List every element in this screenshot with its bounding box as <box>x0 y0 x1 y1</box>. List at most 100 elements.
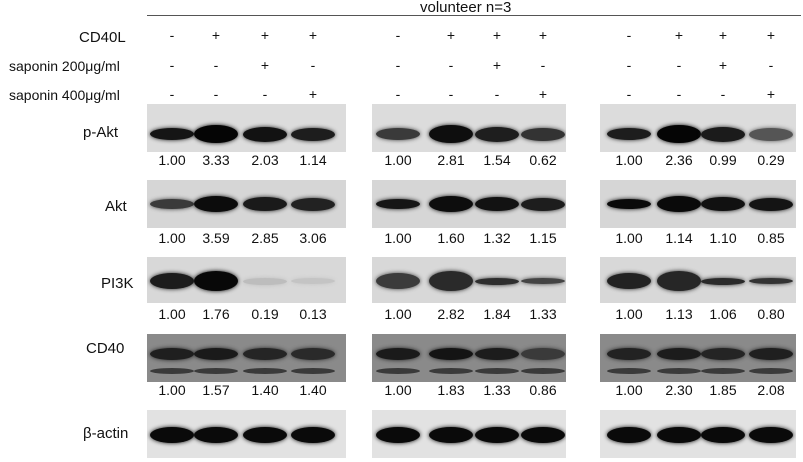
protein-band <box>701 427 745 443</box>
protein-band <box>150 427 194 443</box>
protein-band <box>376 273 420 289</box>
protein-band <box>376 348 420 360</box>
protein-band <box>291 348 335 360</box>
protein-band <box>194 368 238 374</box>
quantification-value: 2.85 <box>251 230 279 246</box>
quantification-value: 1.06 <box>709 306 737 322</box>
header-line <box>147 15 801 16</box>
quantification-value: 1.83 <box>437 382 465 398</box>
treatment-sign: - <box>676 57 682 73</box>
blot-panel <box>147 104 346 152</box>
quantification-value: 1.40 <box>251 382 279 398</box>
protein-band <box>521 278 565 284</box>
protein-band <box>243 126 287 142</box>
blot-panel <box>147 334 346 382</box>
treatment-sign: - <box>169 57 175 73</box>
protein-band <box>150 199 194 209</box>
protein-band <box>749 348 793 360</box>
protein-band <box>657 196 701 212</box>
quantification-value: 1.84 <box>483 306 511 322</box>
treatment-sign: + <box>492 27 502 43</box>
quantification-value: 1.13 <box>665 306 693 322</box>
protein-band <box>429 427 473 443</box>
protein-band <box>607 368 651 374</box>
protein-band <box>749 278 793 284</box>
protein-band <box>607 273 651 289</box>
treatment-sign: - <box>169 27 175 43</box>
treatment-sign: + <box>674 27 684 43</box>
blot-label-akt: Akt <box>105 198 127 215</box>
quantification-value: 1.14 <box>665 230 693 246</box>
treatment-sign: - <box>395 57 401 73</box>
protein-band <box>607 427 651 443</box>
blot-panel <box>372 410 566 458</box>
treatment-sign: + <box>766 86 776 102</box>
treatment-sign: - <box>395 27 401 43</box>
protein-band <box>701 368 745 374</box>
protein-band <box>376 368 420 374</box>
condition-label-cd40l: CD40L <box>79 29 126 46</box>
quantification-value: 1.32 <box>483 230 511 246</box>
protein-band <box>521 348 565 360</box>
quantification-value: 1.00 <box>384 230 412 246</box>
protein-band <box>150 273 194 289</box>
protein-band <box>657 348 701 360</box>
condition-label-saponin-200: saponin 200μg/ml <box>9 58 120 74</box>
protein-band <box>150 368 194 374</box>
protein-band <box>376 199 420 209</box>
quantification-value: 1.00 <box>384 152 412 168</box>
protein-band <box>243 277 287 285</box>
protein-band <box>475 427 519 443</box>
protein-band <box>429 125 473 143</box>
quantification-value: 1.00 <box>158 382 186 398</box>
protein-band <box>243 348 287 360</box>
quantification-value: 2.81 <box>437 152 465 168</box>
quantification-value: 1.00 <box>158 306 186 322</box>
protein-band <box>657 271 701 291</box>
blot-panel <box>600 104 796 152</box>
blot-label-p-akt: p-Akt <box>83 124 119 141</box>
treatment-sign: + <box>718 27 728 43</box>
quantification-value: 3.06 <box>299 230 327 246</box>
quantification-value: 0.86 <box>529 382 557 398</box>
quantification-value: 0.62 <box>529 152 557 168</box>
treatment-sign: - <box>310 57 316 73</box>
condition-label-saponin-400: saponin 400μg/ml <box>9 87 120 103</box>
quantification-value: 1.57 <box>202 382 230 398</box>
treatment-sign: - <box>395 86 401 102</box>
blot-panel <box>600 410 796 458</box>
quantification-value: 3.59 <box>202 230 230 246</box>
protein-band <box>749 427 793 443</box>
protein-band <box>657 125 701 143</box>
treatment-sign: - <box>540 57 546 73</box>
treatment-sign: - <box>626 86 632 102</box>
protein-band <box>607 348 651 360</box>
treatment-sign: - <box>262 86 268 102</box>
quantification-value: 2.03 <box>251 152 279 168</box>
protein-band <box>376 128 420 140</box>
protein-band <box>475 126 519 142</box>
protein-band <box>475 197 519 211</box>
quantification-value: 1.33 <box>483 382 511 398</box>
quantification-value: 1.10 <box>709 230 737 246</box>
protein-band <box>657 427 701 443</box>
header-title: volunteer n=3 <box>420 0 512 16</box>
quantification-value: 2.30 <box>665 382 693 398</box>
quantification-value: 1.15 <box>529 230 557 246</box>
protein-band <box>194 196 238 212</box>
quantification-value: 1.00 <box>615 230 643 246</box>
quantification-value: 1.76 <box>202 306 230 322</box>
treatment-sign: - <box>626 27 632 43</box>
blot-panel <box>600 334 796 382</box>
quantification-value: 1.85 <box>709 382 737 398</box>
treatment-sign: - <box>448 57 454 73</box>
blot-panel <box>600 180 796 228</box>
treatment-sign: + <box>446 27 456 43</box>
quantification-value: 1.33 <box>529 306 557 322</box>
protein-band <box>607 128 651 140</box>
protein-band <box>749 368 793 374</box>
quantification-value: 3.33 <box>202 152 230 168</box>
treatment-sign: - <box>213 57 219 73</box>
protein-band <box>429 271 473 291</box>
blot-panel <box>147 180 346 228</box>
